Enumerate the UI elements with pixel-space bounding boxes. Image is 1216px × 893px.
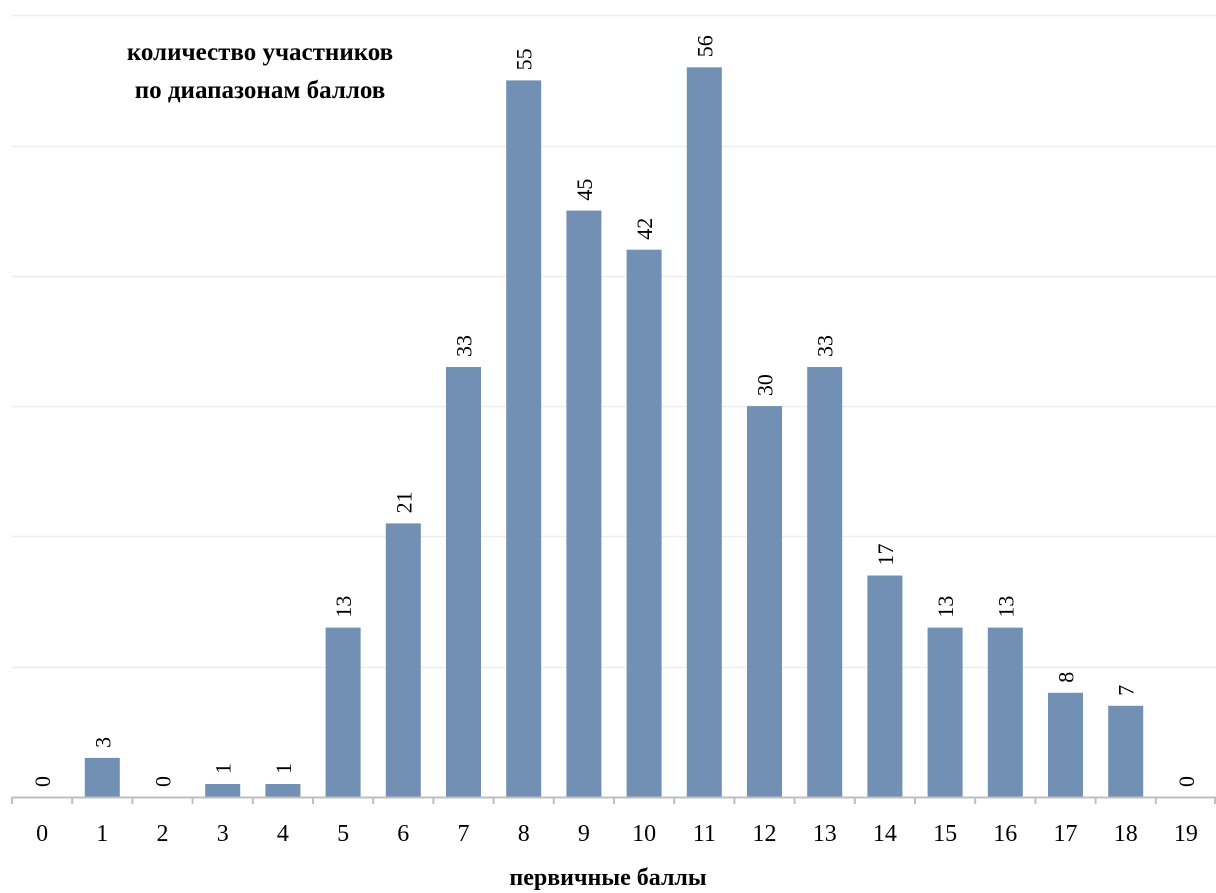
x-tick-label-3: 3 xyxy=(217,821,229,847)
bar-17 xyxy=(1048,692,1083,797)
bar-16 xyxy=(987,627,1023,797)
x-axis-title: первичные баллы xyxy=(509,865,707,891)
x-tick-label-17: 17 xyxy=(1054,821,1078,847)
x-tick-label-5: 5 xyxy=(337,821,349,847)
x-tick-label-18: 18 xyxy=(1114,821,1138,847)
chart-title-line-1: количество участников xyxy=(126,39,394,66)
data-label-15: 13 xyxy=(933,596,958,618)
x-tick-label-12: 12 xyxy=(753,821,777,847)
bar-5 xyxy=(325,627,361,797)
x-tick-label-6: 6 xyxy=(397,821,409,847)
data-label-18: 7 xyxy=(1114,685,1139,696)
x-tick-label-4: 4 xyxy=(277,821,289,847)
x-tick-label-19: 19 xyxy=(1174,821,1198,847)
x-tick-label-8: 8 xyxy=(518,821,530,847)
bar-7 xyxy=(446,367,481,797)
data-label-2: 0 xyxy=(151,776,176,787)
bar-10 xyxy=(626,249,662,797)
bar-14 xyxy=(867,575,903,797)
data-label-10: 42 xyxy=(632,218,657,240)
x-tick-label-10: 10 xyxy=(632,821,656,847)
data-label-4: 1 xyxy=(271,763,296,774)
chart-title: количество участников по диапазонам балл… xyxy=(40,34,480,110)
data-label-13: 33 xyxy=(813,335,838,357)
x-tick-label-9: 9 xyxy=(578,821,590,847)
data-label-9: 45 xyxy=(572,179,597,201)
x-tick-label-1: 1 xyxy=(96,821,108,847)
x-tick-label-11: 11 xyxy=(693,821,716,847)
x-tick-label-15: 15 xyxy=(933,821,957,847)
bar-12 xyxy=(747,406,782,797)
bar-13 xyxy=(807,367,843,797)
x-tick-label-14: 14 xyxy=(873,821,897,847)
bar-4 xyxy=(265,784,301,797)
data-label-5: 13 xyxy=(331,596,356,618)
data-label-6: 21 xyxy=(391,491,416,513)
bar-18 xyxy=(1108,705,1144,797)
data-label-7: 33 xyxy=(452,335,477,357)
bar-11 xyxy=(686,67,722,798)
data-label-0: 0 xyxy=(30,776,55,787)
data-label-3: 1 xyxy=(211,763,236,774)
x-tick-label-0: 0 xyxy=(36,821,48,847)
bar-15 xyxy=(927,627,963,797)
x-axis xyxy=(11,796,1216,804)
data-label-1: 3 xyxy=(90,737,115,748)
bars xyxy=(84,67,1144,798)
bar-3 xyxy=(205,784,241,797)
bar-6 xyxy=(385,523,421,797)
x-tick-labels: 0 1 2 3 4 5 6 7 8 9 10 11 12 13 14 15 16 17 18 19 xyxy=(36,821,1198,847)
data-label-16: 13 xyxy=(993,596,1018,618)
data-label-11: 56 xyxy=(692,35,717,57)
x-tick-label-7: 7 xyxy=(458,821,470,847)
data-label-12: 30 xyxy=(753,374,778,396)
x-tick-label-13: 13 xyxy=(813,821,837,847)
data-label-8: 55 xyxy=(512,48,537,70)
data-label-14: 17 xyxy=(873,544,898,566)
chart-title-line-2: по диапазонам баллов xyxy=(134,77,386,104)
x-tick-label-2: 2 xyxy=(157,821,169,847)
bar-9 xyxy=(566,210,602,798)
data-label-19: 0 xyxy=(1174,776,1199,787)
data-label-17: 8 xyxy=(1054,672,1079,683)
x-tick-label-16: 16 xyxy=(993,821,1017,847)
bar-1 xyxy=(84,757,120,797)
bar-8 xyxy=(506,80,542,797)
gridlines xyxy=(12,14,1216,669)
